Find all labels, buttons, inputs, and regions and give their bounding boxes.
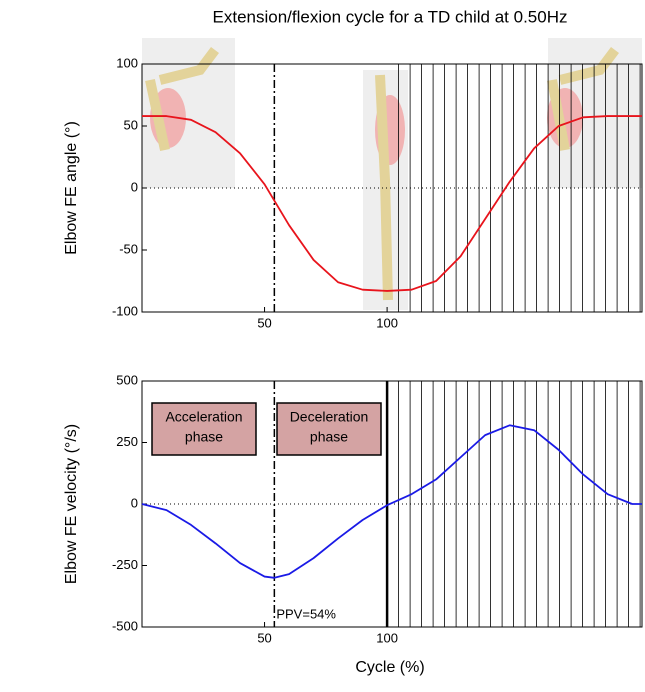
y-tick-label: -100 xyxy=(112,303,138,318)
y-tick-label: 50 xyxy=(124,117,138,132)
x-tick-label: 100 xyxy=(376,630,398,645)
y-axis-label: Elbow FE velocity (°/s) xyxy=(63,424,80,584)
y-tick-label: 500 xyxy=(116,372,138,387)
y-tick-label: 100 xyxy=(116,55,138,70)
bone xyxy=(375,74,393,301)
x-tick-label: 50 xyxy=(257,630,271,645)
x-axis-label: Cycle (%) xyxy=(355,659,424,676)
phase-box xyxy=(276,402,382,456)
arm-illustrations xyxy=(142,38,642,310)
phase-label: Deceleration xyxy=(290,409,369,425)
phase-box xyxy=(151,402,257,456)
phase-label: phase xyxy=(185,429,223,445)
phase-label: Acceleration xyxy=(165,409,242,425)
y-tick-label: -500 xyxy=(112,618,138,633)
y-tick-label: 0 xyxy=(131,179,138,194)
x-tick-label: 50 xyxy=(257,315,271,330)
ppv-label: PPV=54% xyxy=(276,606,336,621)
bone xyxy=(145,47,219,152)
y-tick-label: -50 xyxy=(119,241,138,256)
data-line xyxy=(142,115,642,292)
data-line xyxy=(141,424,642,579)
y-tick-label: -250 xyxy=(112,557,138,572)
y-tick-label: 0 xyxy=(131,495,138,510)
y-axis-label: Elbow FE angle (°) xyxy=(63,121,80,255)
x-tick-label: 100 xyxy=(376,315,398,330)
bone xyxy=(547,47,619,151)
chart-title: Extension/flexion cycle for a TD child a… xyxy=(213,7,568,26)
phase-label: phase xyxy=(310,429,348,445)
y-tick-label: 250 xyxy=(116,434,138,449)
